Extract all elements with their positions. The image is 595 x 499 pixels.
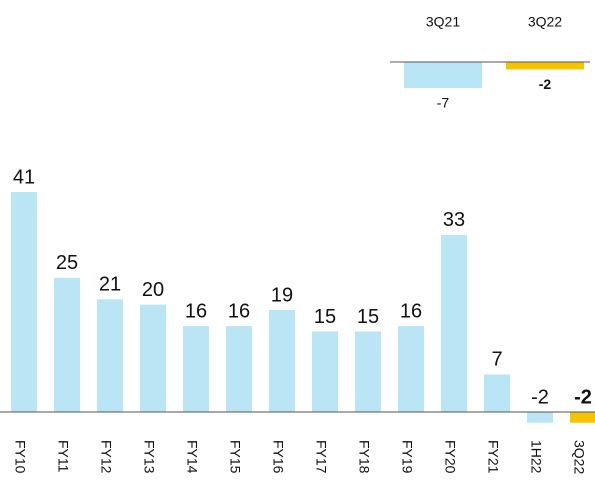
value-label: 16 <box>185 300 207 322</box>
bar <box>527 412 553 423</box>
bar <box>54 277 80 413</box>
value-label: 15 <box>314 306 336 328</box>
x-tick-label: FY12 <box>98 440 114 474</box>
x-tick-label: FY15 <box>227 440 243 474</box>
x-tick-label: 3Q22 <box>528 14 562 30</box>
x-tick-label: FY16 <box>270 440 286 474</box>
x-tick-label: FY13 <box>141 440 157 474</box>
bar <box>140 304 166 413</box>
bar <box>506 62 584 70</box>
value-label: -2 <box>531 386 549 408</box>
x-tick-label: FY18 <box>356 440 372 474</box>
value-label: -2 <box>539 76 552 92</box>
bar <box>441 234 467 413</box>
bar <box>226 326 252 413</box>
x-tick-label: FY11 <box>55 440 71 473</box>
value-label: 19 <box>271 284 293 306</box>
x-tick-label: 3Q22 <box>571 440 587 474</box>
bar <box>97 299 123 413</box>
value-label: 20 <box>142 279 164 301</box>
bar <box>269 310 295 413</box>
value-label: -7 <box>437 95 450 111</box>
bar <box>404 62 482 88</box>
bar <box>183 326 209 413</box>
value-label: 25 <box>56 252 78 274</box>
value-label: 15 <box>357 306 379 328</box>
bar <box>484 374 510 413</box>
x-tick-label: FY10 <box>12 440 28 474</box>
bar <box>355 331 381 413</box>
value-label: 21 <box>99 274 121 296</box>
bar <box>398 326 424 413</box>
x-tick-label: FY19 <box>399 440 415 474</box>
value-label: -2 <box>574 386 592 408</box>
bar <box>570 412 595 423</box>
value-label: 7 <box>491 349 502 371</box>
bar <box>11 192 37 413</box>
value-label: 16 <box>400 300 422 322</box>
value-label: 33 <box>443 209 465 231</box>
x-tick-label: FY14 <box>184 440 200 474</box>
value-label: 16 <box>228 300 250 322</box>
x-tick-label: FY17 <box>313 440 329 474</box>
x-tick-label: 3Q21 <box>426 14 460 30</box>
x-tick-label: 1H22 <box>528 440 544 474</box>
x-tick-label: FY21 <box>485 440 501 474</box>
x-tick-label: FY20 <box>442 440 458 474</box>
bar <box>312 331 338 413</box>
value-label: 41 <box>13 166 35 188</box>
